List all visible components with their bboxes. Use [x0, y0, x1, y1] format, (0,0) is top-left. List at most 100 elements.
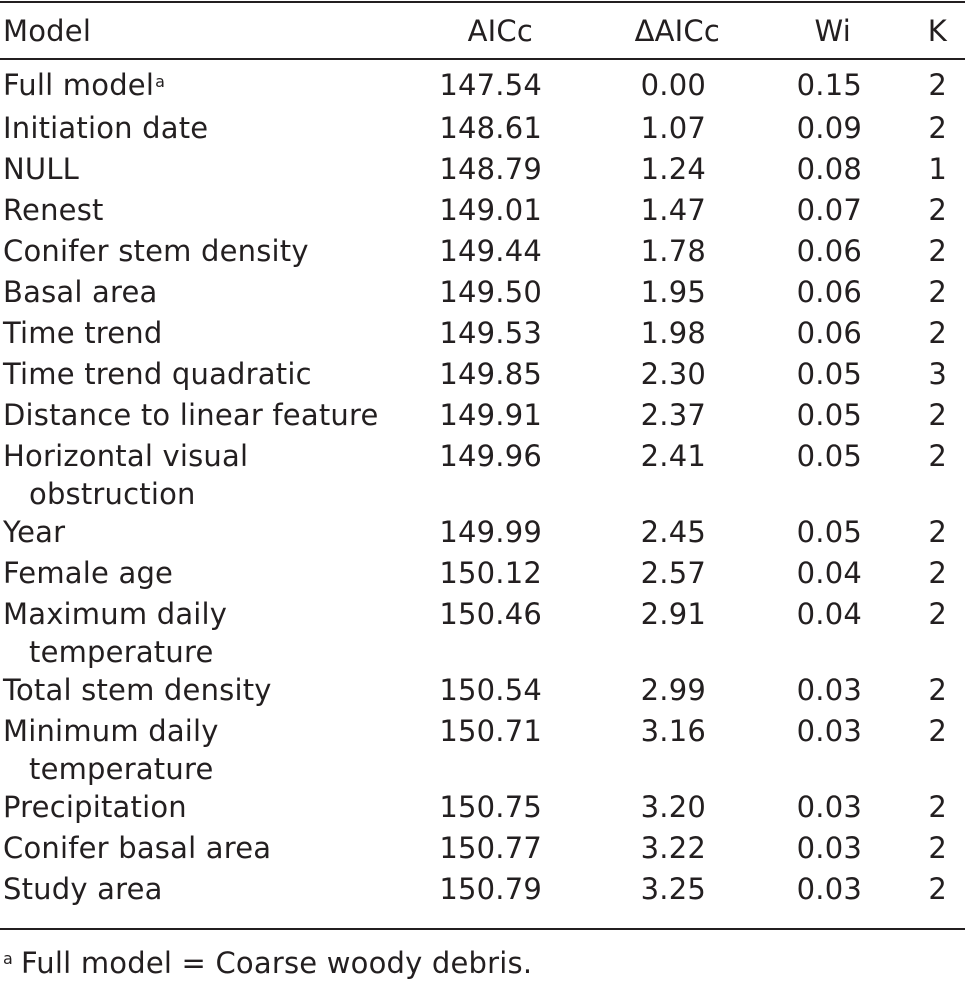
table-row: Minimum daily temperature 150.71 3.16 0.03 2 — [0, 712, 965, 788]
header-wi: Wi — [814, 14, 851, 48]
cell-k: 2 — [928, 275, 947, 309]
cell-delta-aicc: 1.78 — [640, 234, 706, 268]
table-row: NULL 148.79 1.24 0.08 1 — [0, 150, 965, 191]
cell-model: Female age — [0, 554, 405, 595]
cell-k: 2 — [928, 597, 947, 631]
model-name: Time trend — [3, 316, 163, 350]
model-name: Basal area — [3, 275, 158, 309]
model-name: Year — [3, 515, 66, 549]
cell-wi: 0.03 — [796, 714, 862, 748]
table-body: Full modela 147.54 0.00 0.15 2 Initiation dat… — [0, 58, 965, 911]
model-name: Total stem density — [3, 673, 272, 707]
table-header-row: Model AICc ΔAICc Wi K — [0, 5, 965, 58]
cell-wi: 0.03 — [796, 790, 862, 824]
cell-model: Total stem density — [0, 671, 405, 712]
cell-wi: 0.07 — [796, 193, 862, 227]
header-k: K — [927, 14, 947, 48]
header-aicc: AICc — [467, 14, 533, 48]
cell-aicc: 150.79 — [439, 872, 542, 906]
table-header-rule — [0, 58, 965, 60]
cell-aicc: 149.01 — [439, 193, 542, 227]
cell-delta-aicc: 2.41 — [640, 439, 706, 473]
table-bottom-rule — [0, 928, 965, 930]
cell-delta-aicc: 1.47 — [640, 193, 706, 227]
cell-wi: 0.05 — [796, 515, 862, 549]
cell-wi: 0.06 — [796, 275, 862, 309]
cell-model: Minimum daily temperature — [0, 712, 405, 788]
cell-wi: 0.03 — [796, 831, 862, 865]
cell-aicc: 149.99 — [439, 515, 542, 549]
table-row: Renest 149.01 1.47 0.07 2 — [0, 191, 965, 232]
cell-delta-aicc: 2.37 — [640, 398, 706, 432]
table-row: Maximum daily temperature 150.46 2.91 0.04 2 — [0, 595, 965, 671]
cell-aicc: 150.46 — [439, 597, 542, 631]
cell-wi: 0.15 — [796, 68, 862, 102]
cell-aicc: 149.53 — [439, 316, 542, 350]
cell-model: Conifer basal area — [0, 829, 405, 870]
model-name: Precipitation — [3, 790, 187, 824]
cell-aicc: 150.77 — [439, 831, 542, 865]
table-row: Study area 150.79 3.25 0.03 2 — [0, 870, 965, 911]
model-footnote-marker: a — [155, 72, 166, 91]
model-name: Distance to linear feature — [3, 398, 379, 432]
cell-model: Study area — [0, 870, 405, 911]
cell-k: 2 — [928, 111, 947, 145]
model-name-continuation: temperature — [29, 752, 214, 786]
cell-model: Year — [0, 513, 405, 554]
cell-delta-aicc: 3.20 — [640, 790, 706, 824]
cell-aicc: 149.91 — [439, 398, 542, 432]
cell-model: Distance to linear feature — [0, 396, 405, 437]
cell-wi: 0.04 — [796, 556, 862, 590]
header-delta-aicc: ΔAICc — [634, 14, 720, 48]
table-row: Conifer stem density 149.44 1.78 0.06 2 — [0, 232, 965, 273]
cell-model: Conifer stem density — [0, 232, 405, 273]
cell-k: 2 — [928, 556, 947, 590]
table-top-rule — [0, 1, 965, 3]
table-row: Distance to linear feature 149.91 2.37 0.05… — [0, 396, 965, 437]
cell-k: 2 — [928, 515, 947, 549]
cell-delta-aicc: 2.57 — [640, 556, 706, 590]
cell-delta-aicc: 0.00 — [640, 68, 706, 102]
cell-model: Horizontal visual obstruction — [0, 437, 405, 513]
model-name: Study area — [3, 872, 163, 906]
cell-model: Renest — [0, 191, 405, 232]
table-row: Horizontal visual obstruction 149.96 2.41 0.… — [0, 437, 965, 513]
cell-delta-aicc: 2.30 — [640, 357, 706, 391]
cell-k: 1 — [928, 152, 947, 186]
cell-delta-aicc: 3.22 — [640, 831, 706, 865]
table-row: Conifer basal area 150.77 3.22 0.03 2 — [0, 829, 965, 870]
cell-k: 2 — [928, 68, 947, 102]
cell-aicc: 150.75 — [439, 790, 542, 824]
cell-wi: 0.05 — [796, 357, 862, 391]
cell-delta-aicc: 1.98 — [640, 316, 706, 350]
table-row: Initiation date 148.61 1.07 0.09 2 — [0, 109, 965, 150]
model-name: Renest — [3, 193, 104, 227]
cell-model: NULL — [0, 150, 405, 191]
table-row: Time trend 149.53 1.98 0.06 2 — [0, 314, 965, 355]
cell-wi: 0.08 — [796, 152, 862, 186]
model-name: Horizontal visual — [3, 439, 249, 473]
cell-k: 2 — [928, 790, 947, 824]
model-name: Maximum daily — [3, 597, 228, 631]
cell-k: 2 — [928, 316, 947, 350]
cell-aicc: 149.50 — [439, 275, 542, 309]
cell-model: Precipitation — [0, 788, 405, 829]
cell-k: 2 — [928, 714, 947, 748]
cell-k: 2 — [928, 872, 947, 906]
cell-aicc: 149.96 — [439, 439, 542, 473]
cell-k: 2 — [928, 831, 947, 865]
cell-k: 2 — [928, 398, 947, 432]
table-row: Year 149.99 2.45 0.05 2 — [0, 513, 965, 554]
cell-delta-aicc: 1.95 — [640, 275, 706, 309]
cell-wi: 0.03 — [796, 872, 862, 906]
model-name: Full model — [3, 68, 155, 102]
cell-delta-aicc: 3.16 — [640, 714, 706, 748]
header-model: Model — [3, 14, 92, 48]
table-row: Total stem density 150.54 2.99 0.03 2 — [0, 671, 965, 712]
cell-model: Initiation date — [0, 109, 405, 150]
cell-aicc: 147.54 — [439, 68, 542, 102]
model-name: Initiation date — [3, 111, 209, 145]
cell-delta-aicc: 2.91 — [640, 597, 706, 631]
cell-wi: 0.06 — [796, 316, 862, 350]
cell-aicc: 149.44 — [439, 234, 542, 268]
